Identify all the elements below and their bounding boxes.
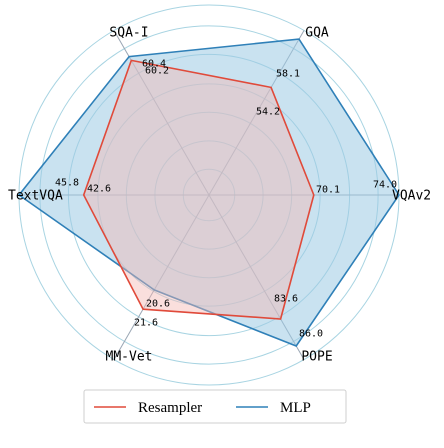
data-label-sqa-i-1: 60.4 xyxy=(142,59,166,70)
series-resampler-area xyxy=(82,59,315,320)
axis-label-vqav2: VQAv2 xyxy=(392,189,431,204)
legend-box xyxy=(83,389,347,424)
data-label-pope-1: 83.6 xyxy=(274,294,298,305)
data-label-pope-2: 86.0 xyxy=(299,329,323,340)
axis-label-mm-vet: MM-Vet xyxy=(106,350,153,365)
axis-label-gqa: GQA xyxy=(305,26,329,41)
legend-label-mlp: MLP xyxy=(280,400,311,416)
axis-label-pope: POPE xyxy=(301,350,332,365)
legend-label-resampler: Resampler xyxy=(138,400,202,416)
data-label-sqa-i-2: 60.2 xyxy=(145,66,169,77)
data-label-vqav2-2: 70.1 xyxy=(316,185,340,196)
data-label-mm-vet-1: 20.6 xyxy=(146,299,170,310)
data-label-textvqa-2: 42.6 xyxy=(87,184,111,195)
data-label-textvqa-1: 45.8 xyxy=(55,178,79,189)
axis-label-sqa-i: SQA-I xyxy=(109,26,148,41)
data-label-vqav2-1: 74.0 xyxy=(373,180,397,191)
data-label-mm-vet-2: 21.6 xyxy=(134,318,158,329)
axis-label-textvqa: TextVQA xyxy=(8,189,63,204)
data-label-gqa-1: 58.1 xyxy=(276,69,300,80)
series-mlp-area xyxy=(17,38,400,347)
data-label-gqa-2: 54.2 xyxy=(256,107,280,118)
